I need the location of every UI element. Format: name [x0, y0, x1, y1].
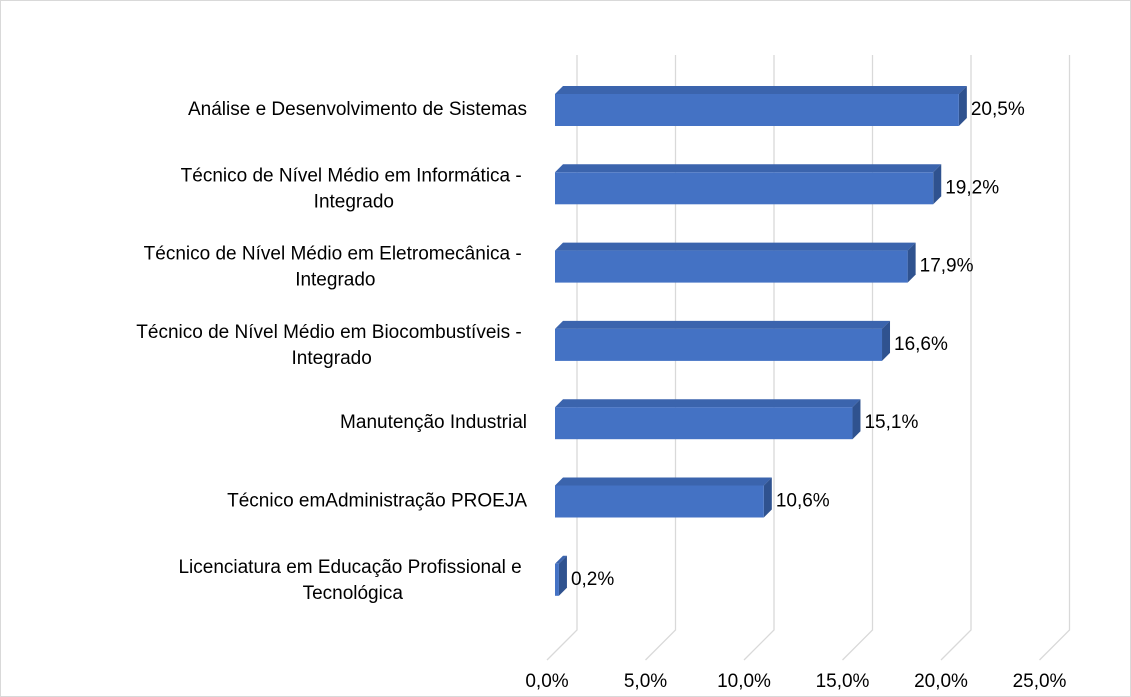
bar-side — [907, 242, 916, 283]
bar-side — [933, 164, 942, 205]
bar-front — [555, 563, 559, 596]
x-tick-label: 15,0% — [816, 671, 870, 692]
bar-front — [555, 328, 883, 361]
x-tick-label: 20,0% — [914, 671, 968, 692]
bar-top — [555, 477, 772, 486]
bar-top — [555, 555, 567, 564]
x-tick-label: 10,0% — [717, 671, 771, 692]
value-label: 17,9% — [920, 256, 974, 277]
bar-front — [555, 407, 853, 440]
y-tick-label: Técnico de Nível Médio em Eletromecânica… — [144, 244, 527, 291]
y-tick-label: Análise e Desenvolvimento de Sistemas — [188, 99, 527, 120]
bar-side — [558, 555, 567, 596]
bar-top — [555, 242, 916, 251]
y-tick-label: Técnico de Nível Médio em Biocombustívei… — [136, 322, 527, 369]
y-tick-label: Manutenção Industrial — [340, 412, 527, 433]
bar-top — [555, 86, 967, 94]
value-label: 20,5% — [971, 99, 1025, 120]
bar — [555, 242, 916, 283]
value-label: 10,6% — [776, 491, 830, 512]
x-tick-label: 5,0% — [624, 671, 667, 692]
value-label: 16,6% — [894, 334, 948, 355]
bar-top — [555, 399, 861, 408]
bar-front — [555, 172, 934, 205]
bar-side — [958, 86, 967, 126]
x-tick-label: 0,0% — [525, 671, 568, 692]
y-tick-label: Licenciatura em Educação Profissional e … — [178, 557, 527, 604]
value-label: 19,2% — [945, 177, 999, 198]
bar-front — [555, 485, 764, 518]
value-label: 15,1% — [864, 412, 918, 433]
bar-side — [882, 320, 891, 361]
bar — [555, 399, 861, 440]
bar-top — [555, 164, 942, 173]
bar — [555, 320, 891, 361]
grid-line — [940, 55, 972, 661]
bar-front — [555, 94, 959, 126]
bar-top — [555, 320, 891, 329]
value-label: 0,2% — [571, 569, 614, 590]
bar-side — [852, 399, 861, 440]
bar-front — [555, 250, 908, 283]
grid-line — [1039, 55, 1071, 661]
x-tick-label: 25,0% — [1013, 671, 1067, 692]
y-tick-label: Técnico emAdministração PROEJA — [227, 491, 527, 512]
bar — [555, 86, 967, 126]
bar — [555, 164, 942, 205]
bar — [555, 555, 567, 596]
y-tick-label: Técnico de Nível Médio em Informática - … — [181, 165, 527, 212]
bar-side — [763, 477, 772, 518]
bar — [555, 477, 772, 518]
